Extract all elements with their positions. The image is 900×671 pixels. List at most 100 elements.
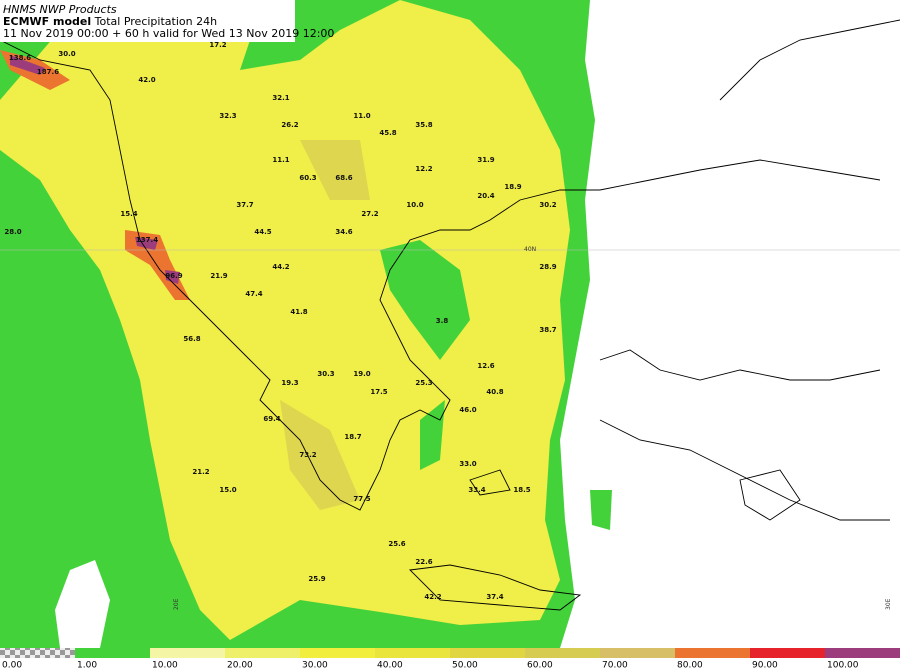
colorbar-segment bbox=[150, 648, 225, 658]
value-label: 18.5 bbox=[513, 486, 530, 494]
value-label: 27.2 bbox=[361, 210, 378, 218]
colorbar-segment bbox=[825, 648, 900, 658]
value-label: 19.3 bbox=[281, 379, 298, 387]
no-rain-patch bbox=[380, 240, 612, 530]
value-label: 28.0 bbox=[4, 228, 21, 236]
value-label: 11.0 bbox=[353, 112, 370, 120]
value-label: 138.6 bbox=[9, 54, 31, 62]
value-label: 25.6 bbox=[388, 540, 405, 548]
heavy-rain bbox=[280, 140, 370, 510]
rain-area bbox=[0, 0, 570, 640]
value-label: 25.9 bbox=[308, 575, 325, 583]
value-label: 32.1 bbox=[272, 94, 289, 102]
value-label: 41.8 bbox=[290, 308, 307, 316]
value-label: 77.5 bbox=[353, 495, 370, 503]
value-label: 22.6 bbox=[415, 558, 432, 566]
value-label: 32.3 bbox=[219, 112, 236, 120]
value-label: 12.2 bbox=[415, 165, 432, 173]
value-label: 30.2 bbox=[539, 201, 556, 209]
value-label: 26.2 bbox=[281, 121, 298, 129]
colorbar-segment bbox=[450, 648, 525, 658]
header-box bbox=[0, 0, 295, 42]
colorbar-label: 90.00 bbox=[752, 661, 778, 671]
colorbar-label: 80.00 bbox=[677, 661, 703, 671]
colorbar-label: 1.00 bbox=[77, 661, 97, 671]
value-label: 25.3 bbox=[415, 379, 432, 387]
header-product: ECMWF model Total Precipitation 24h bbox=[3, 15, 217, 28]
colorbar-segment bbox=[525, 648, 600, 658]
value-label: 15.0 bbox=[219, 486, 236, 494]
value-label: 60.3 bbox=[299, 174, 316, 182]
coastline bbox=[0, 19, 900, 611]
colorbar-label: 50.00 bbox=[452, 661, 478, 671]
dry-patch bbox=[55, 560, 110, 648]
value-label: 28.9 bbox=[539, 263, 556, 271]
colorbar-label: 60.00 bbox=[527, 661, 553, 671]
value-label: 34.6 bbox=[335, 228, 352, 236]
very-heavy-rain bbox=[0, 50, 190, 300]
value-label: 11.1 bbox=[272, 156, 289, 164]
colorbar-segment bbox=[75, 648, 150, 658]
value-label: 19.0 bbox=[353, 370, 370, 378]
colorbar-label: 100.00 bbox=[827, 661, 859, 671]
value-label: 21.2 bbox=[192, 468, 209, 476]
value-label: 42.2 bbox=[424, 593, 441, 601]
value-label: 137.4 bbox=[136, 236, 158, 244]
value-label: 20.4 bbox=[477, 192, 494, 200]
value-label: 15.4 bbox=[120, 210, 137, 218]
value-label: 44.5 bbox=[254, 228, 271, 236]
colorbar-segment bbox=[675, 648, 750, 658]
value-label: 47.4 bbox=[245, 290, 262, 298]
value-label: 17.2 bbox=[209, 41, 226, 49]
value-label: 46.0 bbox=[459, 406, 476, 414]
colorbar-label: 70.00 bbox=[602, 661, 628, 671]
colorbar-label: 10.00 bbox=[152, 661, 178, 671]
colorbar-segment bbox=[750, 648, 825, 658]
value-label: 12.6 bbox=[477, 362, 494, 370]
colorbar-label: 0.00 bbox=[2, 661, 22, 671]
value-label: 21.9 bbox=[210, 272, 227, 280]
colorbar-segment bbox=[225, 648, 300, 658]
value-label: 187.6 bbox=[37, 68, 59, 76]
value-label: 40.8 bbox=[486, 388, 503, 396]
value-label: 38.7 bbox=[539, 326, 556, 334]
value-label: 73.2 bbox=[299, 451, 316, 459]
value-label: 33.4 bbox=[468, 486, 485, 494]
value-label: 30.0 bbox=[58, 50, 75, 58]
value-label: 44.2 bbox=[272, 263, 289, 271]
colorbar-segment bbox=[0, 648, 75, 658]
grid-label: 40N bbox=[524, 246, 536, 253]
header-validity: 11 Nov 2019 00:00 + 60 h valid for Wed 1… bbox=[3, 27, 334, 40]
grid-label: 20E bbox=[173, 598, 180, 610]
value-label: 35.8 bbox=[415, 121, 432, 129]
product-name: Total Precipitation 24h bbox=[94, 15, 217, 28]
colorbar-segment bbox=[300, 648, 375, 658]
value-label: 96.9 bbox=[165, 272, 182, 280]
value-label: 3.8 bbox=[436, 317, 449, 325]
colorbar-label: 40.00 bbox=[377, 661, 403, 671]
value-label: 68.6 bbox=[335, 174, 352, 182]
colorbar-label: 30.00 bbox=[302, 661, 328, 671]
value-label: 18.7 bbox=[344, 433, 361, 441]
header-title: HNMS NWP Products bbox=[3, 3, 117, 16]
value-label: 37.4 bbox=[486, 593, 503, 601]
model-name: ECMWF model bbox=[3, 15, 91, 28]
value-label: 33.0 bbox=[459, 460, 476, 468]
value-label: 69.4 bbox=[263, 415, 280, 423]
colorbar-label: 20.00 bbox=[227, 661, 253, 671]
value-label: 17.5 bbox=[370, 388, 387, 396]
colorbar-segment bbox=[600, 648, 675, 658]
value-label: 18.9 bbox=[504, 183, 521, 191]
value-label: 30.3 bbox=[317, 370, 334, 378]
value-label: 31.9 bbox=[477, 156, 494, 164]
colorbar-segment bbox=[375, 648, 450, 658]
value-label: 42.0 bbox=[138, 76, 155, 84]
dry-sea bbox=[560, 0, 900, 648]
value-label: 37.7 bbox=[236, 201, 253, 209]
grid-label: 30E bbox=[885, 598, 892, 610]
value-label: 45.8 bbox=[379, 129, 396, 137]
value-label: 10.0 bbox=[406, 201, 423, 209]
value-label: 56.8 bbox=[183, 335, 200, 343]
